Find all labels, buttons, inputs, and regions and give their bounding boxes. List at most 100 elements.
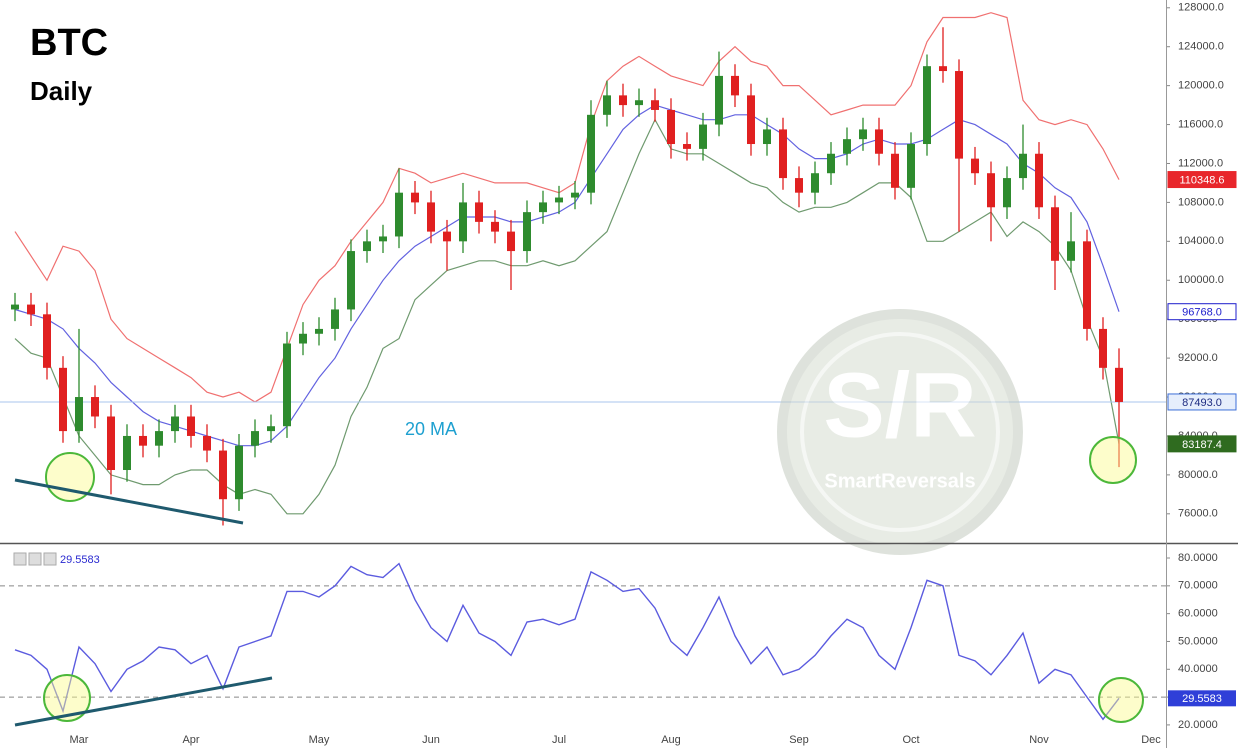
price-tag-label: 96768.0 bbox=[1182, 307, 1222, 319]
x-tick-label: Apr bbox=[182, 734, 199, 746]
candle-body bbox=[603, 95, 611, 115]
band-upper bbox=[14, 12, 1120, 403]
x-tick-label: Jun bbox=[422, 734, 440, 746]
candle-body bbox=[283, 343, 291, 427]
y-tick-label: 108000.0 bbox=[1178, 196, 1224, 208]
highlight-circle bbox=[43, 674, 91, 722]
candle-body bbox=[827, 153, 835, 174]
candle-body bbox=[203, 435, 211, 451]
x-tick-label: Sep bbox=[789, 734, 809, 746]
x-tick-label: Nov bbox=[1029, 734, 1049, 746]
candle-body bbox=[235, 445, 243, 500]
watermark: S/R SmartReversals bbox=[777, 309, 1023, 555]
x-tick-label: Jul bbox=[552, 734, 566, 746]
candle-body bbox=[1035, 153, 1043, 208]
candle-body bbox=[1003, 178, 1011, 208]
y-tick-label: 104000.0 bbox=[1178, 235, 1224, 247]
candle-body bbox=[731, 75, 739, 96]
candle-body bbox=[443, 231, 451, 242]
candle-body bbox=[811, 173, 819, 193]
candle-body bbox=[747, 95, 755, 145]
candle-body bbox=[715, 75, 723, 125]
x-tick-label: Mar bbox=[70, 734, 89, 746]
candle-body bbox=[571, 192, 579, 198]
candle-body bbox=[555, 197, 563, 203]
candle-body bbox=[667, 109, 675, 145]
candle-body bbox=[155, 431, 163, 446]
candle-body bbox=[795, 178, 803, 193]
y-tick-label: 100000.0 bbox=[1178, 274, 1224, 286]
candle-body bbox=[299, 333, 307, 344]
price-tag bbox=[1167, 303, 1237, 321]
candle-body bbox=[683, 144, 691, 149]
candle-body bbox=[1099, 328, 1107, 368]
y-tick-label: 80000.0 bbox=[1178, 469, 1218, 481]
candle-body bbox=[955, 71, 963, 159]
candle-body bbox=[11, 304, 19, 310]
candle-body bbox=[139, 435, 147, 446]
x-tick-label: Dec bbox=[1141, 734, 1161, 746]
candle-body bbox=[843, 139, 851, 154]
candle-body bbox=[635, 100, 643, 106]
candle-body bbox=[539, 202, 547, 213]
y-tick-label: 124000.0 bbox=[1178, 41, 1224, 53]
y-tick-label: 128000.0 bbox=[1178, 2, 1224, 14]
front-layer: 76000.080000.084000.088000.092000.096000… bbox=[11, 2, 1237, 746]
candle-body bbox=[59, 367, 67, 432]
y-tick-label: 120000.0 bbox=[1178, 80, 1224, 92]
x-tick-label: Oct bbox=[902, 734, 919, 746]
candle-body bbox=[315, 328, 323, 334]
candle-body bbox=[267, 426, 275, 432]
candle-body bbox=[91, 397, 99, 417]
x-tick-label: May bbox=[309, 734, 330, 746]
x-tick-label: Aug bbox=[661, 734, 681, 746]
band-middle bbox=[14, 104, 1120, 447]
candle-body bbox=[587, 114, 595, 193]
candle-body bbox=[411, 192, 419, 203]
watermark-ring bbox=[800, 332, 1000, 532]
rsi-header-icons bbox=[13, 552, 57, 566]
candle-body bbox=[331, 309, 339, 329]
candle-body bbox=[651, 100, 659, 110]
y-tick-label: 112000.0 bbox=[1178, 157, 1223, 169]
candle-body bbox=[1083, 241, 1091, 329]
watermark-logo: S/R bbox=[823, 354, 976, 456]
y-tick-label: 40.0000 bbox=[1178, 663, 1218, 675]
candle-body bbox=[395, 192, 403, 237]
y-tick-label: 80.0000 bbox=[1178, 552, 1218, 564]
candle-body bbox=[507, 231, 515, 252]
rsi-line bbox=[14, 562, 1120, 721]
value-tag bbox=[1168, 690, 1236, 707]
candle-body bbox=[187, 416, 195, 436]
y-tick-label: 116000.0 bbox=[1178, 118, 1223, 130]
price-tag bbox=[1167, 393, 1237, 411]
candle-body bbox=[523, 212, 531, 252]
back-layer bbox=[0, 12, 1166, 698]
candle-body bbox=[699, 124, 707, 149]
rsi-value-label: 29.5583 bbox=[60, 554, 100, 566]
candle-body bbox=[779, 129, 787, 179]
y-tick-label: 76000.0 bbox=[1178, 508, 1218, 520]
candle-body bbox=[43, 314, 51, 368]
candle-body bbox=[891, 153, 899, 188]
candle-body bbox=[859, 129, 867, 140]
trend-line bbox=[14, 676, 273, 727]
candle-body bbox=[923, 66, 931, 145]
candle-body bbox=[27, 304, 35, 315]
candle-body bbox=[1051, 207, 1059, 261]
chart-title: BTC bbox=[30, 22, 108, 64]
y-tick-label: 70.0000 bbox=[1178, 580, 1218, 592]
candle-body bbox=[619, 95, 627, 106]
candle-body bbox=[219, 450, 227, 500]
candle-body bbox=[1019, 153, 1027, 179]
candle-body bbox=[107, 416, 115, 471]
price-tag bbox=[1167, 171, 1237, 189]
band-lower bbox=[14, 118, 1120, 515]
candle-body bbox=[251, 431, 259, 446]
candle-body bbox=[459, 202, 467, 242]
candle-body bbox=[1067, 241, 1075, 261]
trend-line bbox=[14, 478, 244, 525]
